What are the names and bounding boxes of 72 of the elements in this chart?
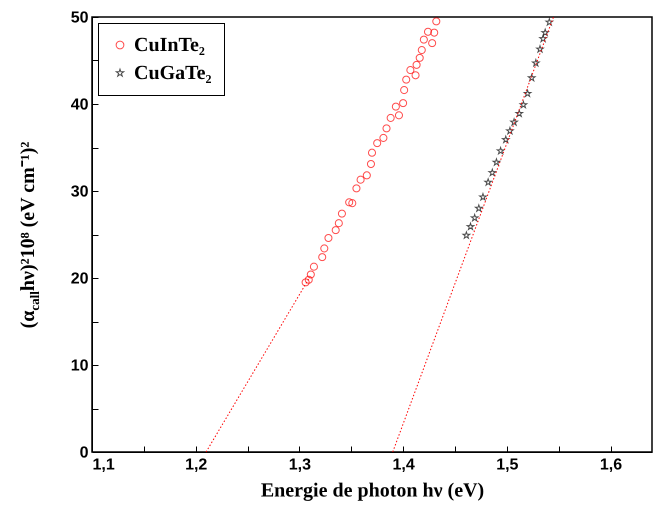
point: [334, 219, 343, 228]
point: [432, 17, 440, 26]
point: [400, 86, 408, 94]
point: [418, 46, 426, 54]
point: [412, 60, 421, 69]
y-tick-label: 40: [70, 96, 89, 114]
point: [520, 100, 528, 108]
point: [488, 168, 496, 176]
point: [362, 171, 371, 180]
point: [420, 36, 428, 44]
x-tick-label: 1,2: [185, 456, 208, 474]
point: [318, 253, 326, 262]
point: [428, 39, 436, 48]
x-axis-title: Energie de photon hν (eV): [260, 480, 484, 502]
point: [539, 34, 547, 42]
point: [524, 90, 532, 97]
y-tick-label: 30: [70, 184, 89, 200]
point: [320, 244, 328, 252]
x-tick-label: 1,1: [92, 456, 115, 474]
y-tick-label: 50: [70, 10, 89, 26]
point: [515, 110, 524, 117]
x-tick-label: 1,5: [496, 456, 519, 474]
y-tick-label: 10: [70, 358, 89, 374]
legend-label: CuInTe₂: [134, 34, 205, 56]
point: [545, 18, 554, 26]
x-tick-label: 1,6: [600, 456, 622, 474]
point: [382, 124, 391, 132]
point: [430, 28, 438, 37]
point: [536, 45, 544, 53]
point: [324, 234, 332, 242]
point: [366, 160, 375, 168]
point: [474, 204, 483, 212]
legend-label: CuGaTe₂: [134, 62, 212, 84]
point: [394, 111, 403, 120]
point: [496, 146, 504, 154]
point: [302, 278, 310, 286]
y-tick-label: 20: [70, 270, 89, 288]
point: [332, 226, 340, 234]
point: [304, 276, 313, 284]
point: [492, 158, 500, 166]
x-tick-label: 1,3: [288, 456, 312, 474]
point: [368, 148, 376, 157]
point: [352, 184, 360, 192]
point: [406, 66, 414, 74]
point: [392, 102, 400, 111]
point: [479, 193, 487, 200]
point: [528, 74, 536, 82]
point: [416, 54, 424, 62]
x-tick-label: 1,4: [392, 456, 415, 474]
point: [484, 178, 492, 186]
point: [356, 176, 365, 184]
point: [399, 99, 408, 108]
point: [462, 231, 470, 239]
point: [412, 71, 420, 80]
point: [466, 222, 474, 230]
point: [386, 114, 395, 122]
point: [379, 134, 388, 142]
point: [338, 210, 346, 218]
point: [402, 76, 410, 84]
point: [348, 199, 356, 208]
point: [506, 126, 514, 134]
point: [373, 139, 382, 148]
point: [532, 59, 540, 66]
point: [424, 28, 432, 36]
point: [541, 28, 550, 36]
point: [310, 262, 318, 271]
point: [306, 270, 315, 279]
point: [470, 214, 479, 222]
point: [502, 136, 510, 144]
point: [510, 118, 518, 126]
point: [345, 198, 354, 206]
y-tick-label: 0: [80, 444, 89, 462]
